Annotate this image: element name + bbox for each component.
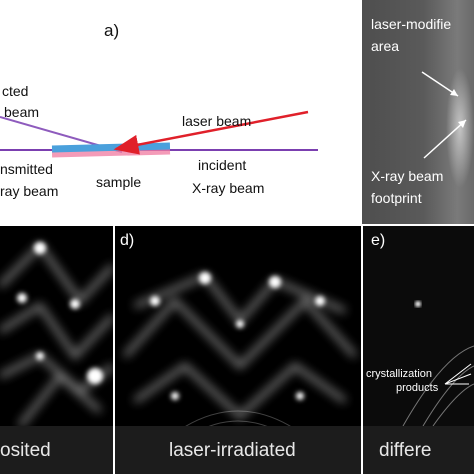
panel-c-caption: osited (0, 440, 51, 461)
footprint-label-2: footprint (371, 190, 422, 206)
panel-a-letter: a) (104, 21, 119, 40)
incident-label-2: X-ray beam (192, 180, 264, 196)
annotation-crystallization: crystallization (366, 368, 433, 380)
sample-label: sample (96, 174, 141, 190)
xrd-pattern-e (363, 226, 474, 427)
schematic-panel: a) cted beam laser beam nsmitted ray bea… (0, 0, 358, 224)
microscope-image (421, 68, 474, 188)
laser-beam-label: laser beam (182, 113, 251, 129)
footprint-arrowhead (458, 120, 466, 128)
laser-modified-label: laser-modifie (371, 16, 452, 32)
caption-bar-c (0, 426, 113, 474)
microscope-image-panel: laser-modifie area X-ray beam footprint (362, 0, 474, 224)
caption-bar-d (115, 426, 361, 474)
panel-e-letter: e) (371, 232, 386, 249)
panel-d-letter: d) (120, 232, 135, 249)
reflected-label-1: cted (2, 83, 28, 99)
laser-modified-area (446, 68, 474, 188)
transmitted-label-2: ray beam (0, 183, 58, 199)
incident-label-1: incident (198, 157, 246, 173)
laser-beam-arrow (113, 110, 309, 155)
caption-bar-e (363, 426, 474, 474)
panel-d-caption: laser-irradiated (169, 440, 296, 461)
annotation-products: products (396, 382, 439, 394)
panel-e-caption: differe (379, 440, 432, 461)
schematic-diagram: a) cted beam laser beam nsmitted ray bea… (0, 21, 318, 199)
area-label: area (371, 38, 400, 54)
xrd-panel-as-deposited: osited (0, 226, 113, 474)
footprint-label-1: X-ray beam (371, 168, 444, 184)
area-arrowhead (450, 89, 458, 96)
reflected-label-2: beam (4, 104, 39, 120)
difference-spot (415, 301, 421, 307)
xrd-panel-difference: e) crystallization products differe (363, 226, 474, 474)
xrd-panel-laser-irradiated: d) laser-irradiated (115, 226, 361, 474)
transmitted-label-1: nsmitted (0, 161, 53, 177)
footprint-pointer-arrow (423, 119, 467, 159)
xrd-pattern-c (0, 242, 113, 428)
